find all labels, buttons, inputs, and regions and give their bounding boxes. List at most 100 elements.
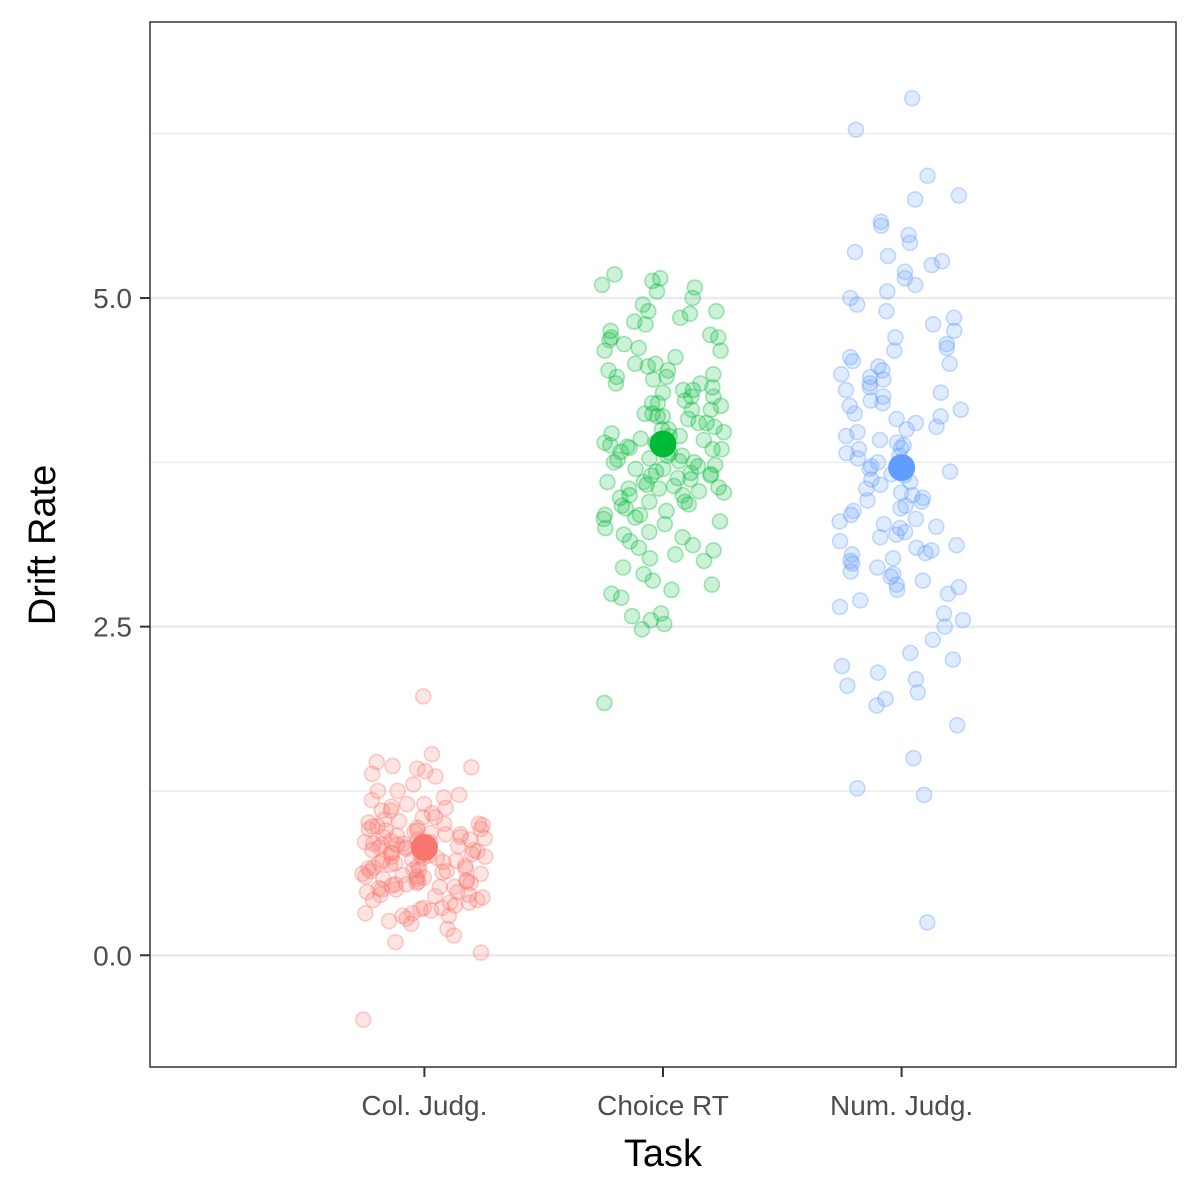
mean-point — [649, 430, 677, 458]
data-point — [941, 463, 959, 480]
data-point — [410, 861, 428, 879]
data-point — [386, 875, 404, 893]
data-point — [705, 388, 722, 405]
y-tick-label: 0.0 — [93, 940, 132, 971]
x-axis: Col. Judg. Choice RT Num. Judg. — [361, 1067, 973, 1121]
data-points — [354, 89, 972, 1028]
data-point — [614, 559, 632, 576]
data-point — [647, 463, 665, 480]
data-point — [387, 933, 404, 951]
data-point — [437, 799, 455, 817]
data-point — [909, 684, 927, 701]
data-point — [882, 568, 900, 586]
data-point — [470, 815, 488, 833]
data-point — [602, 322, 619, 340]
data-point — [665, 477, 683, 495]
data-point — [852, 592, 869, 609]
data-point — [358, 883, 376, 901]
data-point — [683, 388, 700, 405]
data-point — [635, 565, 652, 583]
data-point — [398, 795, 416, 813]
data-point — [845, 502, 862, 520]
data-point — [888, 434, 906, 451]
data-point — [952, 401, 970, 419]
data-point — [636, 405, 654, 423]
data-point — [712, 397, 730, 415]
data-point — [888, 526, 905, 543]
x-tick-label: Num. Judg. — [830, 1090, 973, 1121]
data-point — [414, 808, 432, 826]
data-point — [654, 408, 672, 425]
data-point — [383, 848, 400, 865]
data-point — [398, 875, 415, 893]
data-point — [874, 388, 892, 405]
data-point — [877, 690, 894, 708]
y-axis: 0.0 2.5 5.0 — [93, 283, 150, 971]
data-point — [842, 506, 860, 524]
data-point — [944, 651, 962, 668]
data-point — [597, 519, 614, 537]
data-point — [375, 828, 392, 846]
data-point — [422, 902, 440, 919]
series-points — [354, 688, 494, 1028]
data-point — [596, 434, 613, 451]
data-point — [354, 865, 371, 883]
data-point — [423, 805, 441, 822]
data-point — [405, 861, 422, 879]
data-point — [426, 887, 444, 905]
data-point — [713, 440, 730, 458]
data-point — [904, 486, 921, 504]
data-point — [382, 844, 400, 862]
data-point — [394, 866, 411, 884]
data-point — [364, 891, 382, 909]
data-point — [892, 439, 910, 457]
data-point — [932, 408, 949, 425]
data-point — [409, 760, 426, 777]
data-point — [363, 791, 381, 809]
data-point — [611, 489, 629, 507]
data-point — [901, 644, 919, 662]
data-point — [841, 397, 859, 415]
data-point — [918, 914, 936, 931]
data-point — [649, 394, 667, 412]
data-point — [426, 808, 444, 826]
data-point — [679, 410, 697, 428]
data-point — [684, 536, 702, 554]
data-point — [711, 513, 729, 530]
data-point — [644, 272, 661, 290]
data-point — [627, 460, 644, 478]
x-tick-label: Col. Judg. — [361, 1090, 487, 1121]
data-point — [703, 576, 721, 593]
data-point — [412, 900, 429, 918]
data-point — [445, 927, 463, 944]
data-point — [435, 815, 453, 833]
data-point — [879, 247, 897, 265]
data-point — [667, 546, 684, 563]
data-point — [859, 492, 876, 509]
data-point — [658, 368, 675, 386]
data-point — [652, 605, 670, 622]
data-point — [888, 576, 906, 593]
data-point — [702, 465, 720, 483]
data-point — [704, 379, 721, 396]
data-point — [441, 894, 459, 911]
data-point — [698, 414, 715, 432]
data-point — [416, 762, 434, 780]
mean-point — [410, 833, 438, 861]
data-point — [621, 532, 639, 550]
data-point — [654, 460, 672, 478]
data-point — [440, 907, 458, 925]
data-point — [363, 841, 381, 859]
data-point — [702, 467, 719, 484]
data-point — [650, 480, 668, 497]
data-point — [939, 585, 957, 603]
data-point — [599, 473, 616, 491]
data-point — [382, 832, 400, 850]
data-point — [849, 780, 866, 797]
data-point — [446, 878, 463, 896]
data-point — [928, 418, 945, 436]
data-point — [682, 464, 700, 482]
data-point — [843, 546, 861, 563]
data-point — [474, 889, 491, 906]
